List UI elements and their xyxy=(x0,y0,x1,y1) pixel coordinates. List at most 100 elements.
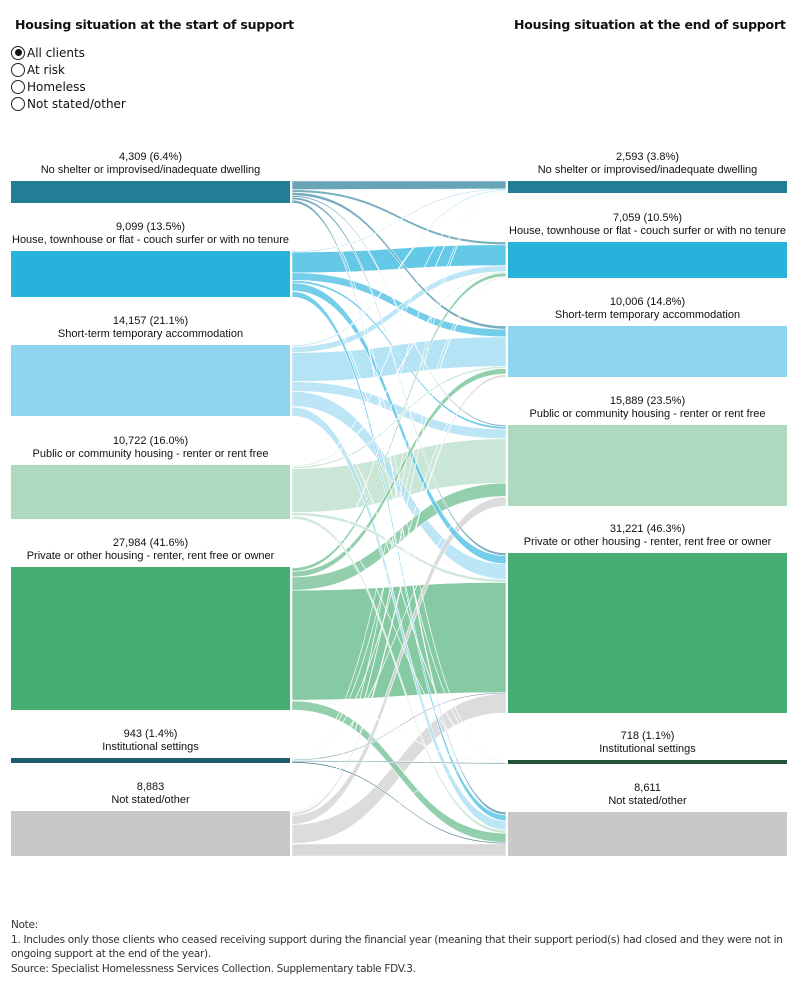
start-label-noshelter: 4,309 (6.4%) No shelter or improvised/ina… xyxy=(1,151,301,177)
node-category: Not stated/other xyxy=(608,795,687,807)
start-bar-inst[interactable] xyxy=(11,758,290,763)
node-value: 718 (1.1%) xyxy=(620,730,675,742)
flow-couch-to-sta[interactable] xyxy=(291,272,507,338)
flow-inst-to-couch[interactable] xyxy=(291,276,507,759)
end-label-inst: 718 (1.1%) Institutional settings xyxy=(498,730,798,756)
flow-noshelter-to-noshelter[interactable] xyxy=(291,180,507,190)
filter-option-label: At risk xyxy=(27,62,65,77)
node-value: 2,593 (3.8%) xyxy=(616,151,679,163)
radio-unselected-icon[interactable] xyxy=(11,62,25,77)
node-category: House, townhouse or flat - couch surfer … xyxy=(12,234,289,246)
end-label-noshelter: 2,593 (3.8%) No shelter or improvised/ina… xyxy=(498,151,798,177)
flow-couch-to-public[interactable] xyxy=(291,280,507,430)
radio-unselected-icon[interactable] xyxy=(11,79,25,94)
node-value: 943 (1.4%) xyxy=(123,728,178,740)
flow-ns-to-noshelter[interactable] xyxy=(291,192,507,812)
flow-private-to-inst[interactable] xyxy=(291,699,507,763)
start-bar-public[interactable] xyxy=(11,465,290,519)
flow-inst-to-ns[interactable] xyxy=(291,761,507,845)
filter-option-label: Homeless xyxy=(27,79,86,94)
flow-inst-to-public[interactable] xyxy=(291,496,507,760)
end-label-private: 31,221 (46.3%) Private or other housing -… xyxy=(498,523,798,549)
end-label-public: 15,889 (23.5%) Public or community housin… xyxy=(498,395,798,421)
node-category: Institutional settings xyxy=(102,741,199,753)
end-bar-sta[interactable] xyxy=(508,326,787,377)
node-category: No shelter or improvised/inadequate dwel… xyxy=(40,164,261,176)
filter-option-homeless[interactable]: Homeless xyxy=(11,78,126,95)
node-value: 27,984 (41.6%) xyxy=(112,537,189,549)
start-label-couch: 9,099 (13.5%) House, townhouse or flat - … xyxy=(1,221,301,247)
start-label-private: 27,984 (41.6%) Private or other housing -… xyxy=(1,537,301,563)
flow-ns-to-sta[interactable] xyxy=(291,374,507,816)
node-value: 31,221 (46.3%) xyxy=(609,523,686,535)
flow-couch-to-inst[interactable] xyxy=(291,290,507,762)
flow-ns-to-public[interactable] xyxy=(291,496,507,825)
flow-noshelter-to-couch[interactable] xyxy=(291,189,507,245)
filter-option-label: Not stated/other xyxy=(27,96,126,111)
flow-public-to-sta[interactable] xyxy=(291,366,507,469)
end-label-sta: 10,006 (14.8%) Short-term temporary accom… xyxy=(498,296,798,322)
filter-option-at-risk[interactable]: At risk xyxy=(11,61,126,78)
flow-public-to-inst[interactable] xyxy=(291,515,507,763)
node-value: 14,157 (21.1%) xyxy=(112,315,189,327)
node-category: Institutional settings xyxy=(599,743,696,755)
flow-public-to-private[interactable] xyxy=(291,512,507,583)
flow-noshelter-to-inst[interactable] xyxy=(291,199,507,761)
flow-public-to-noshelter[interactable] xyxy=(291,190,507,466)
flow-noshelter-to-private[interactable] xyxy=(291,196,507,556)
flow-public-to-couch[interactable] xyxy=(291,271,507,467)
flow-inst-to-private[interactable] xyxy=(291,692,507,761)
node-category: Short-term temporary accommodation xyxy=(554,309,741,321)
end-bar-public[interactable] xyxy=(508,425,787,506)
node-category: Private or other housing - renter, rent … xyxy=(523,536,772,548)
node-category: Short-term temporary accommodation xyxy=(57,328,244,340)
start-label-ns: 8,883 Not stated/other xyxy=(1,781,301,807)
end-column-title: Housing situation at the end of support xyxy=(514,17,786,32)
end-bar-noshelter[interactable] xyxy=(508,181,787,193)
flow-inst-to-sta[interactable] xyxy=(291,373,507,760)
flow-ns-to-couch[interactable] xyxy=(291,276,507,814)
filter-option-all-clients[interactable]: All clients xyxy=(11,44,126,61)
filter-option-not-stated[interactable]: Not stated/other xyxy=(11,95,126,112)
node-value: 10,722 (16.0%) xyxy=(112,435,189,447)
note-heading: Note: xyxy=(11,919,38,931)
node-value: 7,059 (10.5%) xyxy=(612,212,683,224)
client-filter-radio-group: All clients At risk Homeless Not stated/… xyxy=(11,44,126,112)
start-bar-couch[interactable] xyxy=(11,251,290,297)
node-category: Private or other housing - renter, rent … xyxy=(26,550,275,562)
radio-selected-icon[interactable] xyxy=(11,45,25,60)
flow-noshelter-to-sta[interactable] xyxy=(291,192,507,330)
node-category: No shelter or improvised/inadequate dwel… xyxy=(537,164,758,176)
flow-inst-to-noshelter[interactable] xyxy=(291,191,507,759)
node-category: Not stated/other xyxy=(111,794,190,806)
end-bar-couch[interactable] xyxy=(508,242,787,278)
chart-notes: Note: 1. Includes only those clients who… xyxy=(11,918,796,976)
flow-couch-to-noshelter[interactable] xyxy=(291,188,507,253)
start-bar-private[interactable] xyxy=(11,567,290,710)
flow-ns-to-inst[interactable] xyxy=(291,763,507,845)
flow-noshelter-to-ns[interactable] xyxy=(291,199,507,816)
start-label-public: 10,722 (16.0%) Public or community housin… xyxy=(1,435,301,461)
end-label-couch: 7,059 (10.5%) House, townhouse or flat - … xyxy=(498,212,798,238)
start-bar-ns[interactable] xyxy=(11,811,290,856)
node-value: 15,889 (23.5%) xyxy=(609,395,686,407)
radio-unselected-icon[interactable] xyxy=(11,96,25,111)
start-bar-sta[interactable] xyxy=(11,345,290,416)
end-bar-private[interactable] xyxy=(508,553,787,713)
flow-couch-to-ns[interactable] xyxy=(291,291,507,822)
start-bar-noshelter[interactable] xyxy=(11,181,290,203)
node-value: 8,611 xyxy=(634,782,661,794)
flow-noshelter-to-public[interactable] xyxy=(291,195,507,427)
end-label-ns: 8,611 Not stated/other xyxy=(498,782,798,808)
note-source: Source: Specialist Homelessness Services… xyxy=(11,962,416,975)
flow-ns-to-ns[interactable] xyxy=(291,843,507,857)
node-value: 8,883 xyxy=(136,781,165,793)
note-line-1: 1. Includes only those clients who cease… xyxy=(11,933,783,961)
end-bar-ns[interactable] xyxy=(508,812,787,856)
flow-public-to-ns[interactable] xyxy=(291,515,507,834)
end-bar-inst[interactable] xyxy=(508,760,787,764)
flow-private-to-private[interactable] xyxy=(291,582,507,701)
node-category: Public or community housing - renter or … xyxy=(32,448,269,460)
node-value: 10,006 (14.8%) xyxy=(609,296,686,308)
